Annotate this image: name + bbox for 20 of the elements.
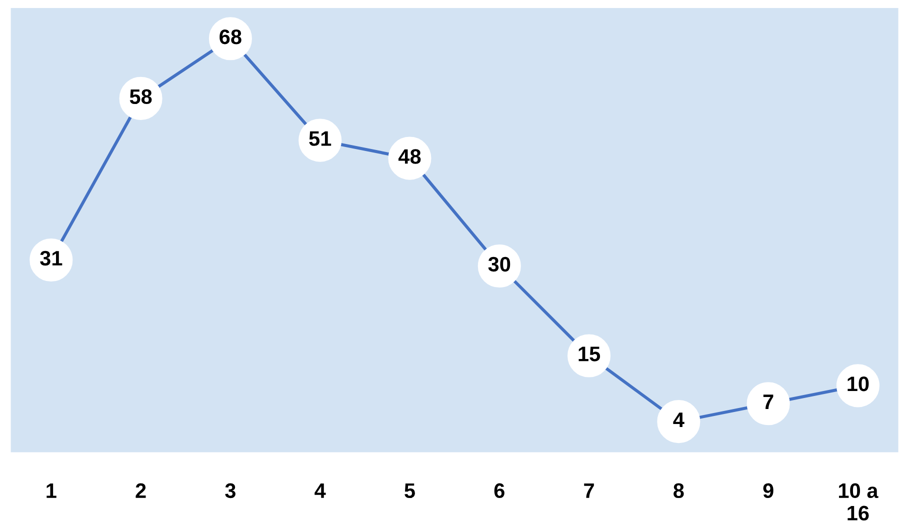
data-label: 68 — [220, 29, 242, 44]
data-label: 30 — [488, 256, 510, 272]
data-label: 10 — [848, 376, 869, 392]
x-tick-label: 5 — [404, 484, 415, 498]
x-tick-label: 6 — [494, 483, 504, 498]
x-tick-label: 2 — [136, 483, 146, 498]
x-tick-label: 1 — [46, 484, 56, 498]
data-label: 58 — [130, 89, 152, 104]
x-tick-label: 10 a 16 — [838, 483, 878, 520]
data-label: 31 — [40, 250, 62, 266]
x-tick-label: 7 — [584, 484, 594, 498]
data-label: 7 — [763, 394, 774, 409]
x-tick-label: 3 — [225, 483, 236, 498]
data-label: 51 — [309, 131, 332, 146]
data-label: 15 — [578, 346, 600, 362]
data-label: 4 — [673, 412, 684, 427]
data-label: 48 — [398, 149, 421, 164]
x-tick-label: 8 — [674, 483, 684, 498]
x-tick-label: 9 — [763, 483, 774, 498]
x-tick-label: 4 — [314, 484, 326, 498]
